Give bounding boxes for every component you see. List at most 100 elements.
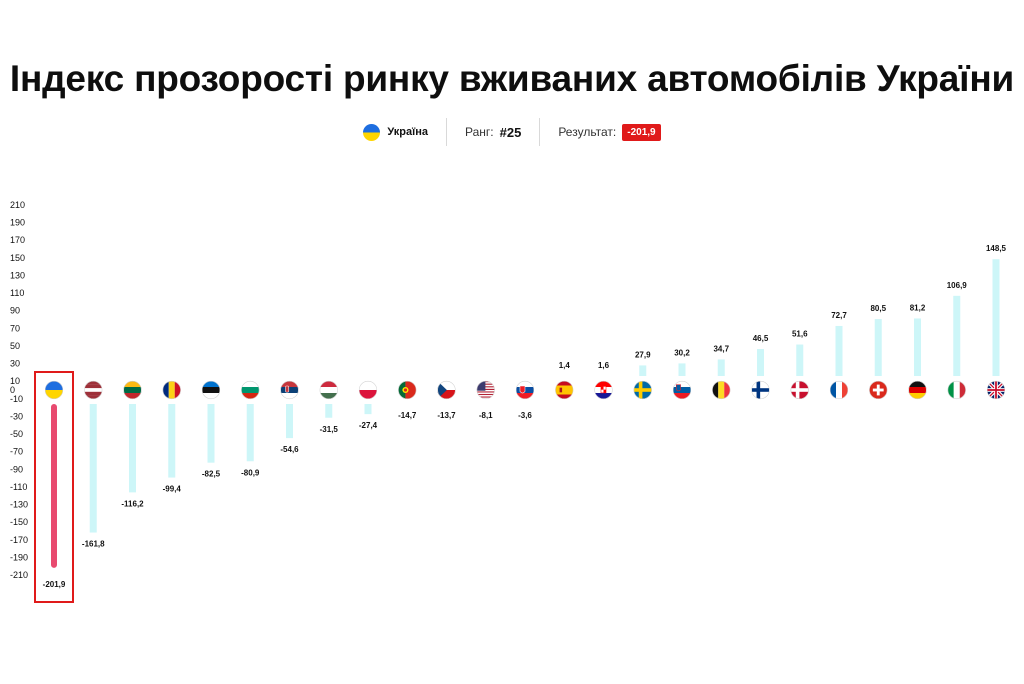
bar-lt — [129, 404, 136, 493]
result-label: Результат: — [558, 125, 617, 139]
de-flag-icon — [908, 380, 927, 400]
y-tick-label: -170 — [10, 535, 28, 545]
data-label: 148,5 — [986, 244, 1007, 253]
data-label: 1,6 — [598, 361, 610, 370]
data-label: -99,4 — [163, 485, 182, 494]
data-label: -161,8 — [82, 540, 105, 549]
y-tick-label: -50 — [10, 429, 23, 439]
data-label: 81,2 — [910, 303, 926, 312]
country-name: Україна — [387, 126, 428, 138]
data-label: -201,9 — [43, 580, 66, 589]
es-flag-icon — [555, 380, 574, 400]
bar-de — [914, 318, 921, 376]
summary-bar: Україна Ранг: #25 Результат: -201,9 — [0, 118, 1024, 146]
data-label: -80,9 — [241, 468, 260, 477]
bar-ee — [207, 404, 215, 463]
bar-si — [678, 363, 686, 376]
y-tick-label: -130 — [10, 500, 28, 510]
bar-rs — [286, 404, 293, 439]
y-tick-label: 130 — [10, 270, 25, 280]
si-flag-icon — [672, 380, 692, 400]
ch-flag-icon — [869, 380, 888, 400]
data-label: -8,1 — [479, 411, 493, 420]
data-label: 106,9 — [947, 281, 968, 290]
bar-pl — [364, 404, 372, 415]
y-tick-label: 0 — [10, 385, 15, 395]
data-label: 34,7 — [713, 344, 729, 353]
se-flag-icon — [633, 380, 652, 400]
data-label: 46,5 — [753, 334, 769, 343]
hu-flag-icon — [319, 380, 338, 400]
bar-ch — [874, 319, 882, 376]
fr-flag-icon — [829, 380, 849, 400]
ranking-chart: 210 190 170 150 130 110 90 70 50 30 100-10 -30 -50 -7… — [10, 200, 1007, 603]
bar-lv — [89, 404, 97, 533]
y-tick-label: -210 — [10, 570, 28, 580]
y-tick-label: 50 — [10, 341, 20, 351]
pl-flag-icon — [358, 380, 378, 400]
it-flag-icon — [947, 380, 966, 400]
fi-flag-icon — [751, 380, 770, 400]
data-label: -31,5 — [320, 425, 339, 434]
rs-flag-icon — [280, 380, 299, 400]
lt-flag-icon — [123, 380, 142, 400]
data-label: -54,6 — [280, 445, 299, 454]
y-tick-label: 10 — [10, 376, 20, 386]
data-label: 51,6 — [792, 330, 808, 339]
pt-flag-icon — [398, 380, 417, 400]
bg-flag-icon — [241, 380, 260, 400]
y-tick-label: -10 — [10, 394, 23, 404]
ee-flag-icon — [201, 380, 221, 400]
bar-bg — [246, 404, 254, 462]
y-tick-label: -110 — [10, 482, 27, 492]
data-label: -14,7 — [398, 411, 417, 420]
data-label: -3,6 — [518, 411, 532, 420]
y-tick-label: -190 — [10, 552, 28, 562]
data-label: -116,2 — [121, 499, 144, 508]
y-tick-label: -90 — [10, 464, 23, 474]
y-tick-label: 30 — [10, 359, 20, 369]
bar-fi — [757, 349, 764, 376]
y-tick-label: 150 — [10, 253, 25, 263]
y-tick-label: -150 — [10, 517, 28, 527]
bar-hu — [325, 404, 333, 418]
gb-flag-icon — [986, 380, 1006, 400]
y-tick-label: -70 — [10, 447, 23, 457]
data-label: -27,4 — [359, 421, 378, 430]
y-tick-label: 190 — [10, 218, 25, 228]
y-tick-label: 70 — [10, 323, 20, 333]
y-tick-label: 210 — [10, 200, 25, 210]
data-label: 72,7 — [831, 311, 847, 320]
divider — [539, 118, 541, 146]
divider — [446, 118, 447, 146]
lv-flag-icon — [84, 380, 103, 400]
highlight-frame — [34, 371, 74, 603]
result-badge: -201,9 — [622, 123, 661, 141]
y-tick-label: 90 — [10, 306, 20, 316]
data-label: -13,7 — [437, 411, 456, 420]
y-tick-label: 170 — [10, 235, 25, 245]
rank-label: Ранг: — [465, 125, 494, 139]
y-tick-label: -30 — [10, 411, 23, 421]
ro-flag-icon — [162, 380, 181, 400]
data-label: -82,5 — [202, 470, 221, 479]
sk-flag-icon — [515, 380, 535, 400]
data-label: 80,5 — [870, 304, 886, 313]
ua-flag-icon — [44, 380, 64, 400]
bar-gb — [992, 259, 1000, 376]
page-title: Індекс прозорості ринку вживаних автомоб… — [9, 58, 1015, 99]
bar-be — [717, 359, 725, 376]
bar-ro — [168, 404, 176, 478]
data-label: 27,9 — [635, 350, 651, 359]
be-flag-icon — [712, 380, 731, 400]
cz-flag-icon — [437, 380, 456, 400]
dk-flag-icon — [790, 380, 809, 400]
bar-it — [953, 295, 961, 376]
bar-fr — [835, 325, 843, 376]
us-flag-icon — [476, 380, 495, 400]
rank-info: Ранг: #25 — [447, 118, 539, 146]
ukraine-flag-icon — [363, 123, 381, 141]
rank-value: #25 — [499, 124, 522, 140]
country-info: Україна — [345, 118, 446, 146]
result-info: Результат: -201,9 — [540, 118, 678, 146]
